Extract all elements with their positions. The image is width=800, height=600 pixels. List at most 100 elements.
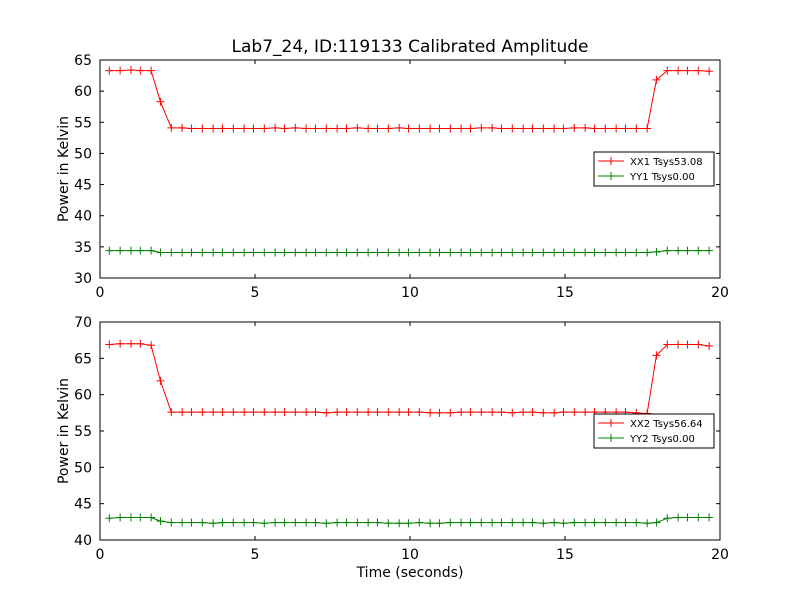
data-point bbox=[705, 513, 714, 522]
data-point bbox=[559, 248, 568, 257]
data-point bbox=[178, 248, 187, 257]
data-point bbox=[497, 248, 506, 257]
data-point bbox=[178, 518, 187, 527]
data-point bbox=[404, 248, 413, 257]
data-point bbox=[404, 124, 413, 133]
data-point bbox=[156, 376, 165, 385]
legend-entry: XX1 Tsys53.08 bbox=[598, 157, 703, 168]
data-point bbox=[291, 408, 300, 417]
data-point bbox=[539, 248, 548, 257]
data-point bbox=[550, 248, 559, 257]
data-point bbox=[353, 408, 362, 417]
data-point bbox=[105, 246, 114, 255]
data-point bbox=[466, 518, 475, 527]
data-point bbox=[488, 518, 497, 527]
data-point bbox=[240, 518, 249, 527]
data-point bbox=[342, 408, 351, 417]
data-point bbox=[342, 124, 351, 133]
data-point bbox=[218, 248, 227, 257]
data-point bbox=[280, 248, 289, 257]
data-point bbox=[373, 124, 382, 133]
data-point bbox=[539, 519, 548, 528]
data-point bbox=[446, 124, 455, 133]
data-point bbox=[373, 248, 382, 257]
x-tick-label: 0 bbox=[96, 285, 105, 301]
series-xx1 bbox=[105, 65, 714, 133]
data-point bbox=[209, 124, 218, 133]
data-point bbox=[229, 248, 238, 257]
data-point bbox=[342, 248, 351, 257]
data-point bbox=[621, 518, 630, 527]
data-point bbox=[116, 66, 125, 75]
data-point bbox=[632, 518, 641, 527]
data-point bbox=[167, 408, 176, 417]
data-point bbox=[116, 339, 125, 348]
data-point bbox=[508, 518, 517, 527]
data-point bbox=[311, 408, 320, 417]
y-tick-label: 50 bbox=[74, 460, 92, 476]
data-point bbox=[426, 124, 435, 133]
data-point bbox=[694, 513, 703, 522]
data-point bbox=[384, 408, 393, 417]
data-point bbox=[240, 248, 249, 257]
data-point bbox=[364, 248, 373, 257]
data-point bbox=[198, 248, 207, 257]
data-point bbox=[373, 408, 382, 417]
data-point bbox=[167, 518, 176, 527]
data-point bbox=[652, 75, 661, 84]
x-tick-label: 5 bbox=[251, 547, 260, 563]
series-yy1 bbox=[105, 246, 714, 257]
data-point bbox=[218, 518, 227, 527]
data-point bbox=[384, 519, 393, 528]
data-point bbox=[477, 518, 486, 527]
data-point bbox=[466, 248, 475, 257]
data-point bbox=[550, 518, 559, 527]
data-point bbox=[311, 518, 320, 527]
data-point bbox=[384, 124, 393, 133]
data-point bbox=[652, 518, 661, 527]
y-axis-label: Power in Kelvin bbox=[56, 116, 72, 222]
data-point bbox=[621, 124, 630, 133]
data-point bbox=[271, 518, 280, 527]
data-point bbox=[229, 518, 238, 527]
data-point bbox=[621, 248, 630, 257]
data-point bbox=[156, 248, 165, 257]
data-point bbox=[178, 408, 187, 417]
y-tick-label: 30 bbox=[74, 271, 92, 287]
legend-swatch-marker bbox=[607, 157, 615, 165]
legend-swatch-marker bbox=[607, 419, 615, 427]
data-point bbox=[435, 248, 444, 257]
data-point bbox=[156, 97, 165, 106]
data-point bbox=[426, 519, 435, 528]
data-point bbox=[260, 248, 269, 257]
data-point bbox=[415, 248, 424, 257]
data-point bbox=[705, 246, 714, 255]
data-point bbox=[446, 248, 455, 257]
data-point bbox=[570, 123, 579, 132]
data-point bbox=[559, 519, 568, 528]
data-point bbox=[497, 124, 506, 133]
data-point bbox=[322, 124, 331, 133]
data-point bbox=[539, 124, 548, 133]
data-point bbox=[260, 408, 269, 417]
data-point bbox=[612, 518, 621, 527]
legend-entry: YY1 Tsys0.00 bbox=[598, 172, 695, 183]
data-point bbox=[333, 248, 342, 257]
data-point bbox=[528, 248, 537, 257]
data-point bbox=[559, 124, 568, 133]
y-tick-label: 40 bbox=[74, 209, 92, 225]
data-point bbox=[601, 124, 610, 133]
data-point bbox=[249, 124, 258, 133]
y-tick-label: 45 bbox=[74, 178, 92, 194]
data-point bbox=[435, 519, 444, 528]
data-point bbox=[116, 246, 125, 255]
data-point bbox=[302, 518, 311, 527]
legend-entry: XX2 Tsys56.64 bbox=[598, 419, 703, 430]
y-tick-label: 55 bbox=[74, 115, 92, 131]
data-point bbox=[364, 124, 373, 133]
data-point bbox=[395, 123, 404, 132]
data-point bbox=[127, 513, 135, 522]
data-point bbox=[550, 124, 559, 133]
data-point bbox=[198, 518, 207, 527]
data-point bbox=[601, 518, 610, 527]
